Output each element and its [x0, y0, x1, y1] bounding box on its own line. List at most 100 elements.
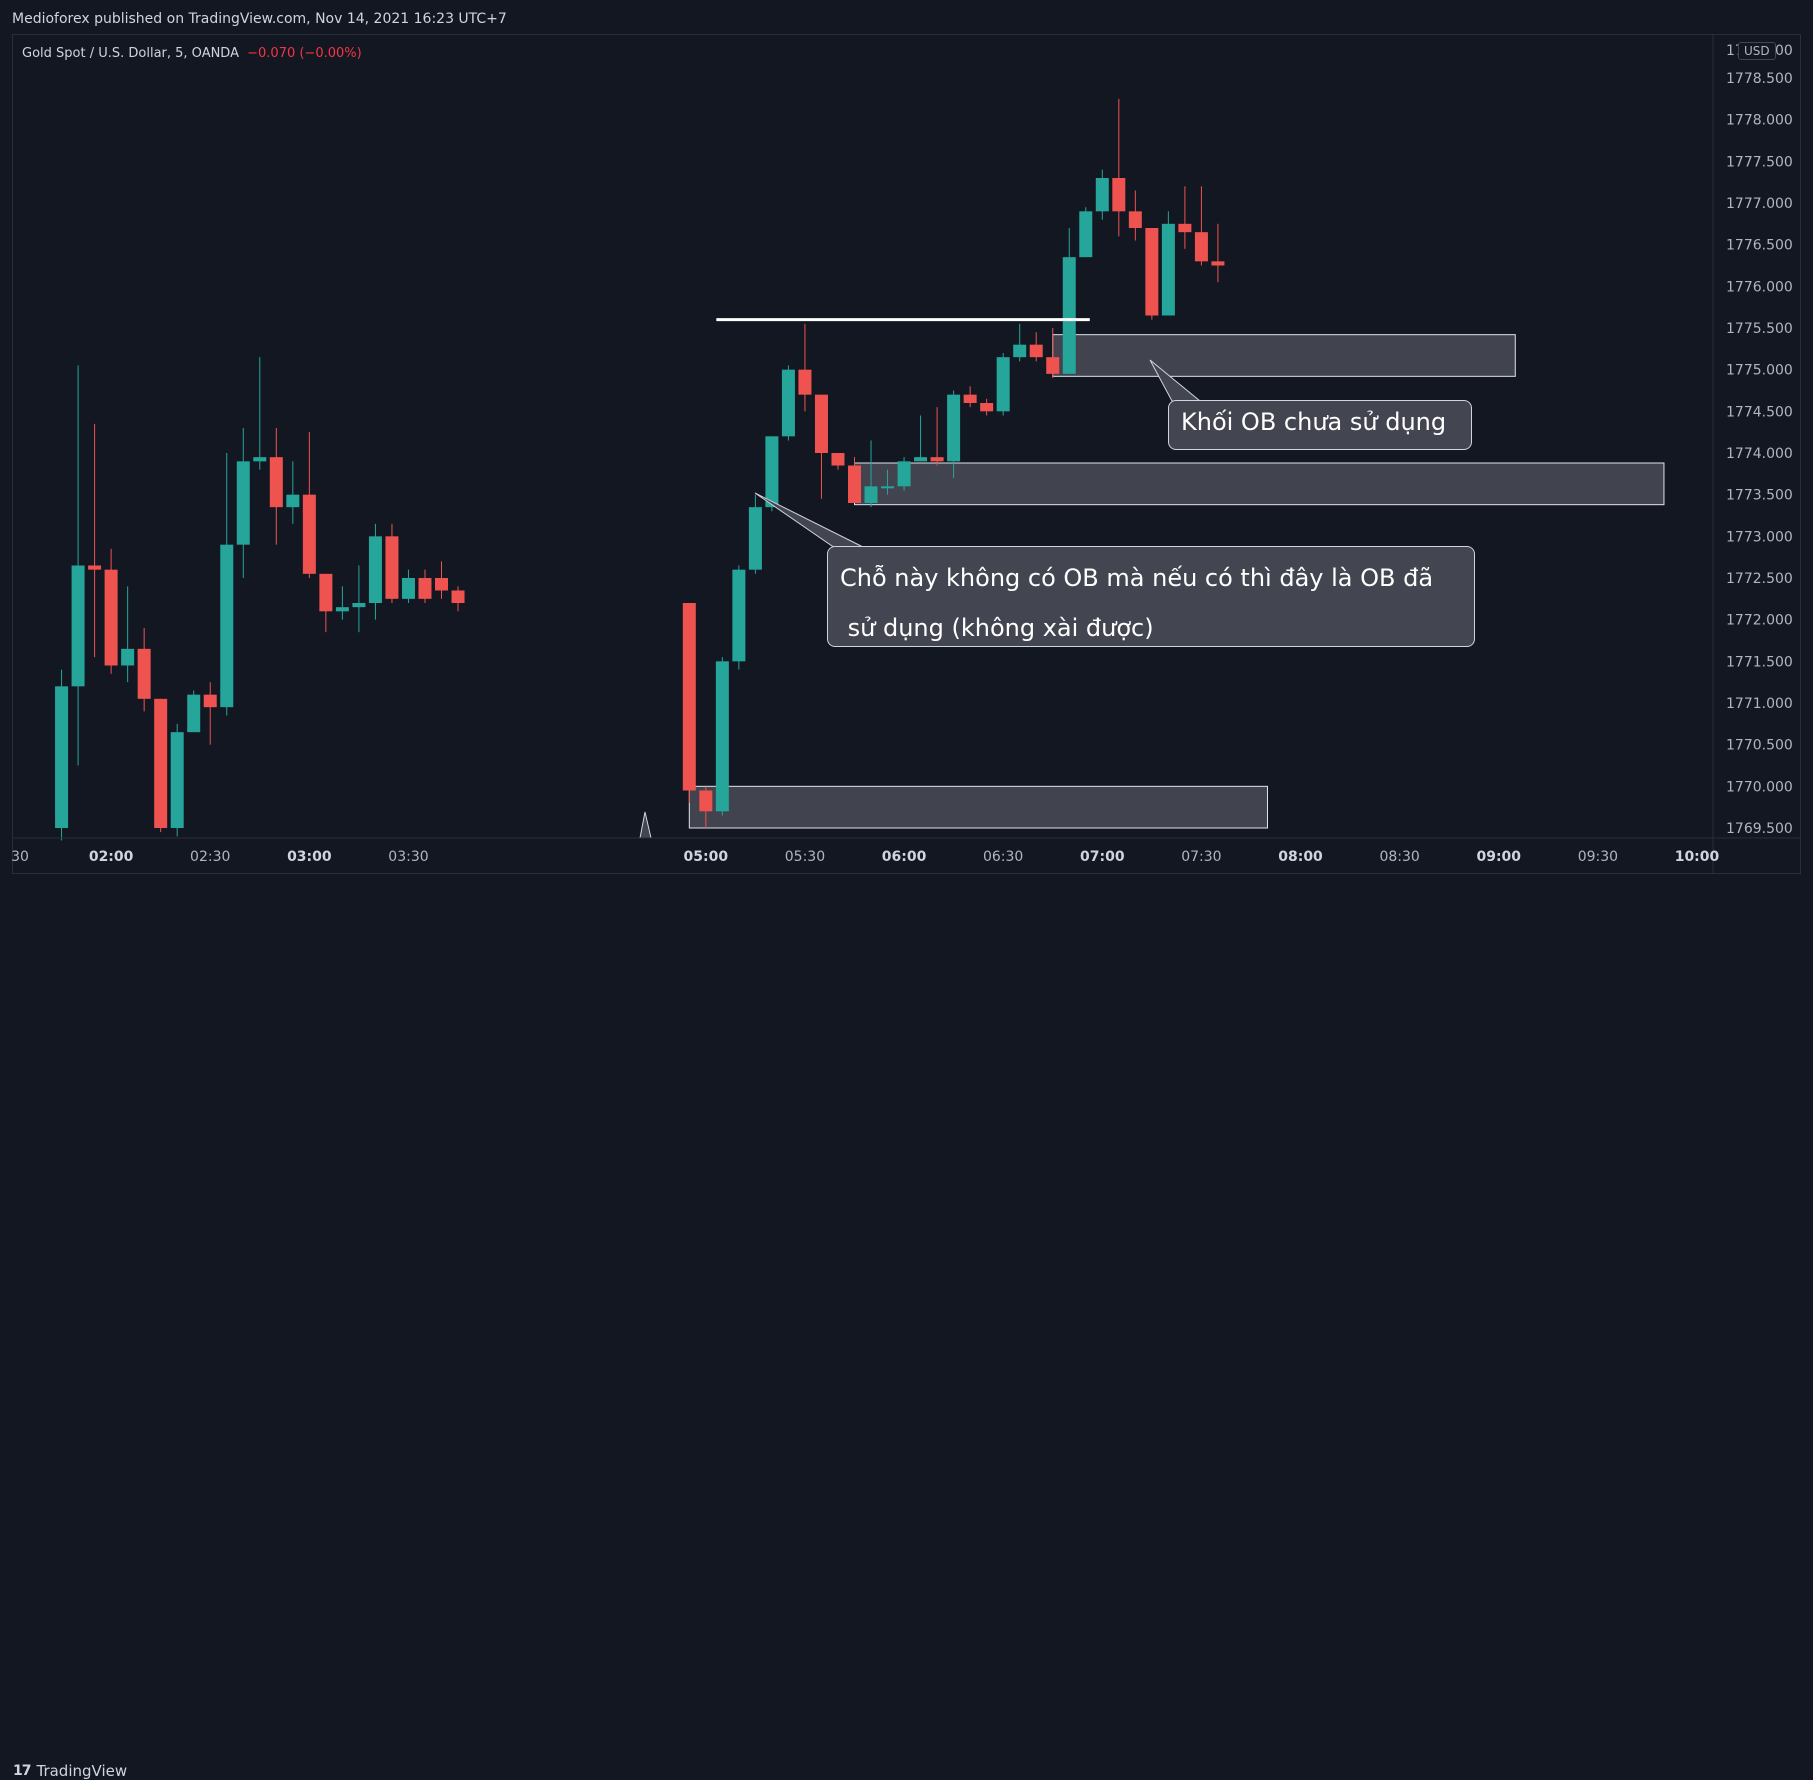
candle-body: [385, 536, 399, 599]
publisher-line: Medioforex published on TradingView.com,…: [12, 11, 507, 27]
candle-body: [980, 403, 994, 412]
currency-badge[interactable]: USD: [1738, 42, 1776, 60]
candle-body: [352, 603, 366, 608]
candle-body: [170, 732, 184, 828]
top-bar: Medioforex published on TradingView.com,…: [0, 0, 1813, 34]
candle: [1178, 186, 1192, 249]
tradingview-logo-icon: 17: [13, 1763, 32, 1779]
zone-used-ob: [854, 462, 1665, 506]
candle: [154, 698, 168, 833]
candle-body: [715, 661, 729, 812]
candles-layer: [55, 98, 1225, 841]
candle-body: [1062, 257, 1076, 374]
candle-body: [1046, 357, 1060, 374]
candle: [963, 386, 977, 408]
chart-frame[interactable]: [12, 34, 1801, 874]
time-tick-label: 03:00: [287, 849, 332, 865]
candle: [71, 365, 85, 766]
candle: [1128, 190, 1142, 241]
price-tick-label: 1777.000: [1726, 196, 1793, 212]
chart-canvas[interactable]: 1769.500 1770.000 1770.500 1771.000 1771.500…: [0, 0, 1813, 917]
time-tick-label: 05:00: [684, 849, 729, 865]
time-tick-label: 08:30: [1379, 849, 1419, 865]
candle: [104, 548, 118, 674]
candle-body: [1178, 223, 1192, 233]
symbol-legend[interactable]: Gold Spot / U.S. Dollar, 5, OANDA −0.070…: [22, 46, 362, 61]
candle: [1194, 186, 1208, 266]
time-tick-label: 06:30: [983, 849, 1023, 865]
candle: [996, 353, 1010, 416]
candle: [1211, 223, 1225, 283]
price-tick-label: 1776.000: [1726, 279, 1793, 295]
candle: [914, 415, 928, 462]
candle: [236, 428, 250, 578]
time-tick-label: 30: [11, 849, 29, 865]
time-tick-label: 02:30: [190, 849, 230, 865]
candle-body: [88, 565, 102, 570]
time-axis: 30 02:00 02:30 03:00 03:30 05:00 05:30 06:00 06:…: [11, 837, 1800, 865]
candle-body: [1194, 232, 1208, 262]
price-tick-label: 1771.000: [1726, 696, 1793, 712]
candle-body: [253, 457, 267, 462]
candle-body: [401, 578, 415, 599]
candle: [435, 561, 449, 599]
candle-body: [220, 544, 234, 708]
candle: [1145, 228, 1159, 320]
candle-body: [1029, 344, 1043, 358]
candle: [401, 569, 415, 603]
candle: [1046, 328, 1060, 378]
candle-body: [335, 607, 349, 612]
tradingview-logo[interactable]: 17 TradingView: [13, 1762, 127, 1780]
zone-unused-ob: [1052, 334, 1516, 377]
symbol-change: −0.070 (−0.00%): [247, 46, 362, 61]
candle-body: [187, 694, 201, 733]
time-tick-label: 10:00: [1675, 849, 1720, 865]
candle: [335, 586, 349, 620]
candle-body: [748, 507, 762, 570]
price-tick-label: 1769.500: [1726, 821, 1793, 837]
candle: [368, 523, 382, 620]
candle-body: [286, 494, 300, 508]
time-tick-label: 06:00: [882, 849, 927, 865]
candle: [253, 357, 267, 470]
candle: [170, 723, 184, 837]
candle-body: [203, 694, 217, 708]
callout-unused-ob[interactable]: Khối OB chưa sử dụng: [1168, 400, 1472, 450]
candle-body: [765, 436, 779, 508]
candle: [187, 690, 201, 733]
price-tick-label: 1771.500: [1726, 654, 1793, 670]
time-tick-label: 07:00: [1080, 849, 1125, 865]
candle-body: [236, 461, 250, 545]
candle: [269, 428, 283, 545]
candle: [286, 461, 300, 524]
candle: [798, 323, 812, 412]
candle-body: [1079, 211, 1093, 258]
candle-body: [848, 465, 861, 503]
candle: [88, 423, 102, 658]
candle-body: [71, 565, 85, 687]
candle: [864, 440, 878, 508]
candle-body: [121, 648, 135, 666]
callout-used-ob-line2: sử dụng (không xài được): [840, 614, 1154, 642]
time-tick-label: 03:30: [388, 849, 428, 865]
candle-body: [864, 486, 878, 503]
candle: [947, 390, 961, 478]
price-tick-label: 1773.500: [1726, 488, 1793, 504]
candle-body: [451, 590, 465, 603]
candle-body: [781, 369, 795, 437]
candle: [1161, 211, 1175, 316]
candle-body: [930, 457, 944, 462]
candle-body: [1095, 178, 1109, 212]
candle: [1079, 207, 1093, 258]
candle-body: [435, 578, 449, 591]
candle: [881, 469, 895, 495]
price-tick-label: 1772.000: [1726, 613, 1793, 629]
candle: [1095, 169, 1109, 220]
candle: [732, 565, 746, 670]
callout-used-ob[interactable]: Chỗ này không có OB mà nếu có thì đây là…: [827, 546, 1475, 647]
lower-zone-pointer: [639, 811, 652, 839]
candle: [1062, 228, 1076, 374]
symbol-name: Gold Spot / U.S. Dollar, 5, OANDA: [22, 46, 239, 61]
time-tick-label: 02:00: [89, 849, 134, 865]
candle-body: [55, 686, 69, 828]
